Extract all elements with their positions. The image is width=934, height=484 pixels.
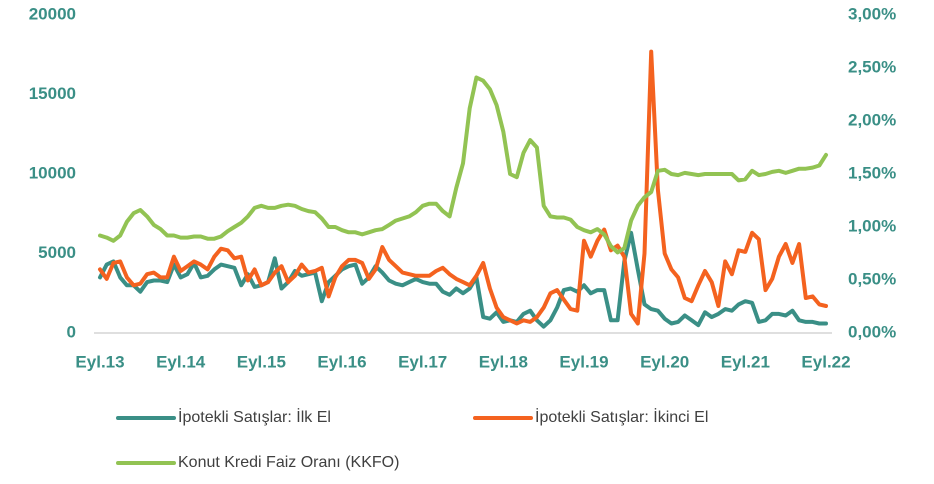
x-tick-label: Eyl.16 <box>317 352 366 371</box>
y2-tick-label: 0,00% <box>848 322 896 341</box>
x-tick-label: Eyl.22 <box>801 352 850 371</box>
series-line <box>98 230 828 329</box>
series-line <box>98 49 828 326</box>
y-tick-label: 0 <box>67 322 76 341</box>
y2-tick-label: 1,00% <box>848 216 896 235</box>
x-tick-label: Eyl.21 <box>721 352 770 371</box>
x-tick-label: Eyl.15 <box>237 352 286 371</box>
x-tick-label: Eyl.18 <box>479 352 528 371</box>
x-tick-label: Eyl.17 <box>398 352 447 371</box>
y2-tick-label: 3,00% <box>848 4 896 23</box>
y2-tick-label: 2,00% <box>848 110 896 129</box>
y-tick-label: 15000 <box>29 84 76 103</box>
x-tick-label: Eyl.20 <box>640 352 689 371</box>
x-tick-label: Eyl.13 <box>75 352 124 371</box>
y2-tick-label: 2,50% <box>848 57 896 76</box>
y2-tick-label: 1,50% <box>848 163 896 182</box>
y-tick-label: 5000 <box>38 243 76 262</box>
x-tick-label: Eyl.19 <box>559 352 608 371</box>
legend-label: İpotekli Satışlar: İkinci El <box>535 407 708 426</box>
y-tick-label: 20000 <box>29 4 76 23</box>
legend-label: Konut Kredi Faiz Oranı (KKFO) <box>178 454 399 471</box>
series-line <box>98 75 828 255</box>
y2-tick-label: 0,50% <box>848 269 896 288</box>
x-tick-label: Eyl.14 <box>156 352 206 371</box>
legend-label: İpotekli Satışlar: İlk El <box>178 407 331 426</box>
y-tick-label: 10000 <box>29 163 76 182</box>
